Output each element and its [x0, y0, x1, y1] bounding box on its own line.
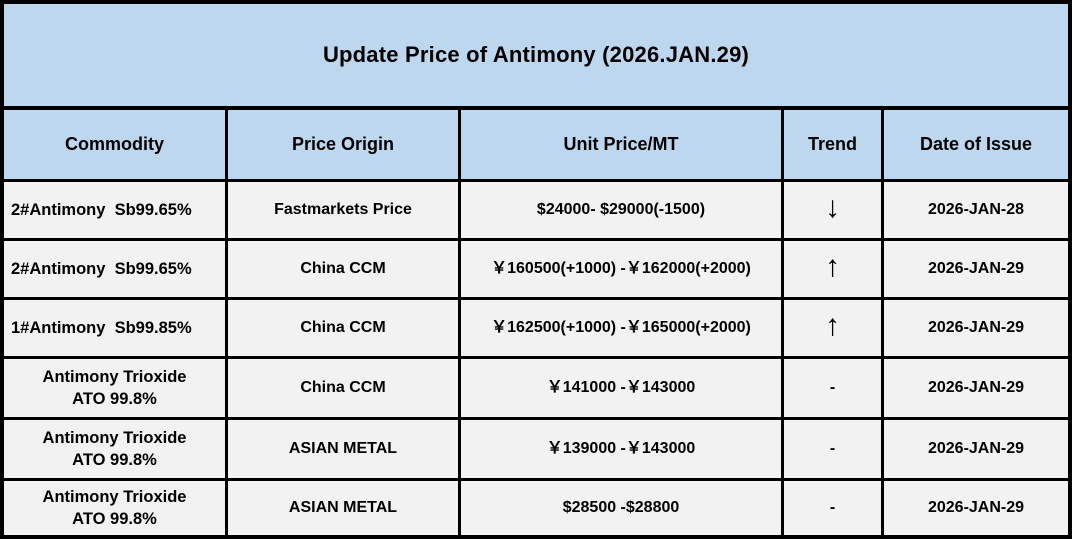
cell-unit-price: $24000- $29000(-1500) [458, 182, 781, 238]
column-header-commodity: Commodity [65, 134, 164, 154]
cell-commodity: 2#Antimony Sb99.65% [11, 259, 192, 278]
cell-date-of-issue: 2026-JAN-29 [881, 359, 1068, 417]
cell-date-of-issue: 2026-JAN-29 [881, 300, 1068, 356]
trend-flat-indicator: - [781, 359, 881, 417]
column-header-price-origin: Price Origin [225, 110, 458, 179]
cell-unit-price: ￥162500(+1000) -￥165000(+2000) [458, 300, 781, 356]
cell-commodity: 1#Antimony Sb99.85% [11, 318, 192, 337]
column-header-trend: Trend [781, 110, 881, 179]
cell-date-of-issue: 2026-JAN-28 [881, 182, 1068, 238]
cell-date-of-issue: 2026-JAN-29 [881, 420, 1068, 478]
table-row: 2#Antimony Sb99.65% Fastmarkets Price $2… [4, 182, 1068, 241]
cell-unit-price: $28500 -$28800 [458, 481, 781, 535]
table-header-row: Commodity Price Origin Unit Price/MT Tre… [4, 110, 1068, 182]
cell-unit-price: ￥139000 -￥143000 [458, 420, 781, 478]
trend-flat-indicator: - [781, 481, 881, 535]
cell-unit-price: ￥160500(+1000) -￥162000(+2000) [458, 241, 781, 297]
table-row: Antimony Trioxide ATO 99.8% ASIAN METAL … [4, 420, 1068, 481]
table-row: 2#Antimony Sb99.65% China CCM ￥160500(+1… [4, 241, 1068, 300]
cell-price-origin: China CCM [225, 300, 458, 356]
cell-commodity: Antimony Trioxide ATO 99.8% [42, 367, 187, 408]
trend-down-icon: ↓ [781, 182, 881, 238]
cell-date-of-issue: 2026-JAN-29 [881, 241, 1068, 297]
column-header-unit-price: Unit Price/MT [458, 110, 781, 179]
table-row: Antimony Trioxide ATO 99.8% China CCM ￥1… [4, 359, 1068, 420]
cell-unit-price: ￥141000 -￥143000 [458, 359, 781, 417]
cell-price-origin: China CCM [225, 359, 458, 417]
trend-up-icon: ↑ [781, 241, 881, 297]
trend-up-icon: ↑ [781, 300, 881, 356]
cell-date-of-issue: 2026-JAN-29 [881, 481, 1068, 535]
cell-commodity: Antimony Trioxide ATO 99.8% [42, 428, 187, 469]
column-header-date-of-issue: Date of Issue [881, 110, 1068, 179]
cell-price-origin: Fastmarkets Price [225, 182, 458, 238]
table-title-row: Update Price of Antimony (2026.JAN.29) [4, 4, 1068, 110]
trend-flat-indicator: - [781, 420, 881, 478]
page-title: Update Price of Antimony (2026.JAN.29) [322, 42, 750, 67]
cell-price-origin: ASIAN METAL [225, 420, 458, 478]
cell-price-origin: China CCM [225, 241, 458, 297]
table-row: 1#Antimony Sb99.85% China CCM ￥162500(+1… [4, 300, 1068, 359]
cell-commodity: 2#Antimony Sb99.65% [11, 200, 192, 219]
cell-price-origin: ASIAN METAL [225, 481, 458, 535]
cell-commodity: Antimony Trioxide ATO 99.8% [42, 487, 187, 528]
table-row: Antimony Trioxide ATO 99.8% ASIAN METAL … [4, 481, 1068, 535]
